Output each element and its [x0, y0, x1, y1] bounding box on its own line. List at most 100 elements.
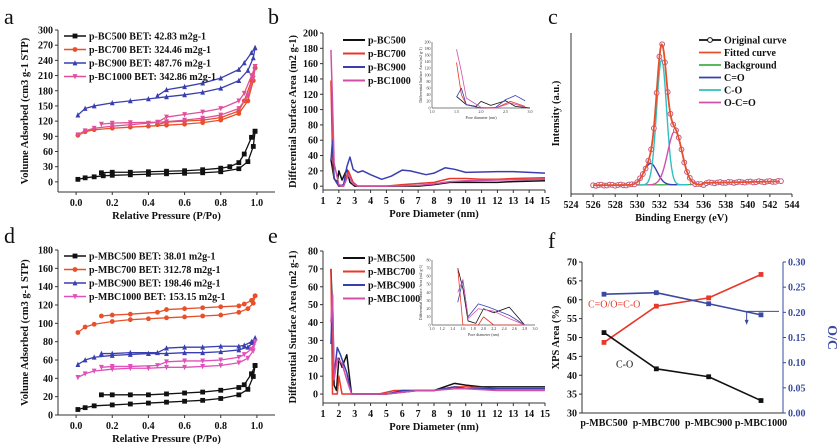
data-point — [218, 112, 224, 118]
y-tick-label: 200 — [303, 29, 318, 40]
right-y-axis-title: O/C — [824, 325, 839, 350]
data-point — [146, 365, 151, 372]
data-point — [182, 349, 187, 356]
data-point — [109, 123, 115, 130]
adsorption-line — [77, 66, 256, 136]
data-point — [91, 354, 97, 360]
y-tick-label: 0 — [313, 182, 318, 193]
y-tick-label: 180 — [38, 246, 53, 257]
x-axis-title: Pore Diameter (nm) — [389, 209, 479, 220]
data-point — [218, 312, 224, 318]
inset-y-tick-label: 120 — [425, 66, 431, 71]
inset-series-line — [457, 268, 526, 326]
inset-y-tick-label: 140 — [425, 59, 431, 64]
x-tick-label: 3 — [352, 409, 357, 420]
data-point — [241, 151, 247, 157]
data-point — [164, 86, 169, 93]
component-peak-C-O — [633, 58, 689, 186]
data-point — [109, 350, 115, 356]
data-point — [146, 316, 151, 322]
data-point — [164, 119, 169, 125]
series-p-MBC700 — [75, 293, 258, 335]
data-point — [218, 75, 224, 81]
x-tick-label: 6 — [400, 409, 405, 420]
data-point — [109, 392, 115, 398]
data-point — [218, 304, 224, 310]
inset-x-tick-label: 2.4 — [502, 326, 507, 331]
data-point — [653, 290, 659, 296]
legend-label: p-BC700 BET: 324.46 m2g-1 — [89, 45, 211, 56]
series-line-C-O — [603, 331, 762, 402]
inset-series-line — [456, 62, 526, 109]
data-point — [252, 64, 258, 70]
data-point — [164, 391, 169, 397]
data-point — [82, 324, 88, 330]
data-point — [164, 307, 169, 312]
x-tick-label: 11 — [477, 409, 486, 420]
data-point — [109, 402, 115, 408]
x-tick-label: 13 — [508, 196, 518, 207]
data-point — [72, 267, 78, 272]
data-point — [91, 174, 97, 180]
x-tick-label: 542 — [762, 200, 777, 211]
x-tick-label: 8 — [432, 196, 437, 207]
data-point — [164, 350, 169, 356]
x-tick-label: 10 — [461, 196, 471, 207]
series-line-p-MBC700 — [330, 268, 545, 395]
data-point — [155, 349, 160, 356]
x-tick-label: 8 — [432, 409, 437, 420]
data-point — [252, 363, 258, 368]
inset-chart: 0 10 20 30 40 50 60 70 80 1.0 1.2 1.4 1.6 1.8 2.0 2.2 2.… — [418, 257, 538, 337]
data-point — [249, 134, 254, 140]
data-point — [72, 294, 78, 300]
adsorption-line — [77, 341, 256, 378]
x-category-label: p-MBC900 — [685, 418, 732, 429]
data-point — [182, 117, 187, 124]
data-point — [236, 303, 242, 309]
y-axis-title: Volume Adsorbed (cm3 g-1 STP) — [20, 37, 31, 184]
y-axis-title: Intensity (a.u.) — [551, 80, 562, 146]
x-tick-label: 9 — [447, 196, 452, 207]
x-tick-label: 4 — [368, 409, 373, 420]
x-tick-label: 2 — [336, 409, 341, 420]
data-point — [218, 357, 224, 363]
data-point — [218, 387, 224, 393]
data-point — [164, 345, 169, 351]
data-point — [245, 67, 251, 73]
data-point — [127, 169, 133, 175]
data-point — [245, 344, 251, 350]
data-point — [127, 401, 133, 407]
data-point — [601, 330, 607, 335]
data-point — [758, 272, 764, 277]
inset-y-tick-label: 80 — [427, 79, 431, 84]
inset-y-tick-label: 0 — [429, 322, 431, 327]
y-tick-label: 60 — [308, 136, 318, 147]
data-point — [72, 253, 78, 259]
inset-x-tick-label: 3.0 — [533, 326, 538, 331]
x-tick-label: 1 — [321, 409, 326, 420]
data-point — [164, 364, 169, 371]
data-point — [164, 171, 169, 177]
data-point — [241, 352, 247, 358]
data-point — [245, 355, 251, 362]
x-tick-label: 3 — [352, 196, 357, 207]
data-point — [200, 397, 206, 403]
legend-label: p-MBC900 BET: 198.46 m2g-1 — [89, 279, 220, 290]
y-axis-title: Differential Surface Area (m2 g-1) — [288, 35, 299, 188]
x-tick-label: 5 — [384, 409, 389, 420]
x-tick-label: 0.0 — [70, 198, 83, 209]
data-point — [127, 172, 133, 178]
data-point — [99, 313, 104, 319]
inset-y-tick-label: 80 — [427, 257, 431, 262]
x-tick-label: 7 — [416, 409, 421, 420]
data-point — [236, 392, 242, 398]
data-point — [146, 350, 151, 356]
data-point — [146, 95, 151, 102]
x-tick-label: 15 — [540, 409, 550, 420]
inset-x-tick-label: 2.5 — [503, 109, 508, 114]
data-point — [200, 80, 206, 86]
data-point — [99, 364, 104, 371]
data-point — [75, 132, 81, 138]
y-tick-label: 120 — [38, 301, 53, 312]
